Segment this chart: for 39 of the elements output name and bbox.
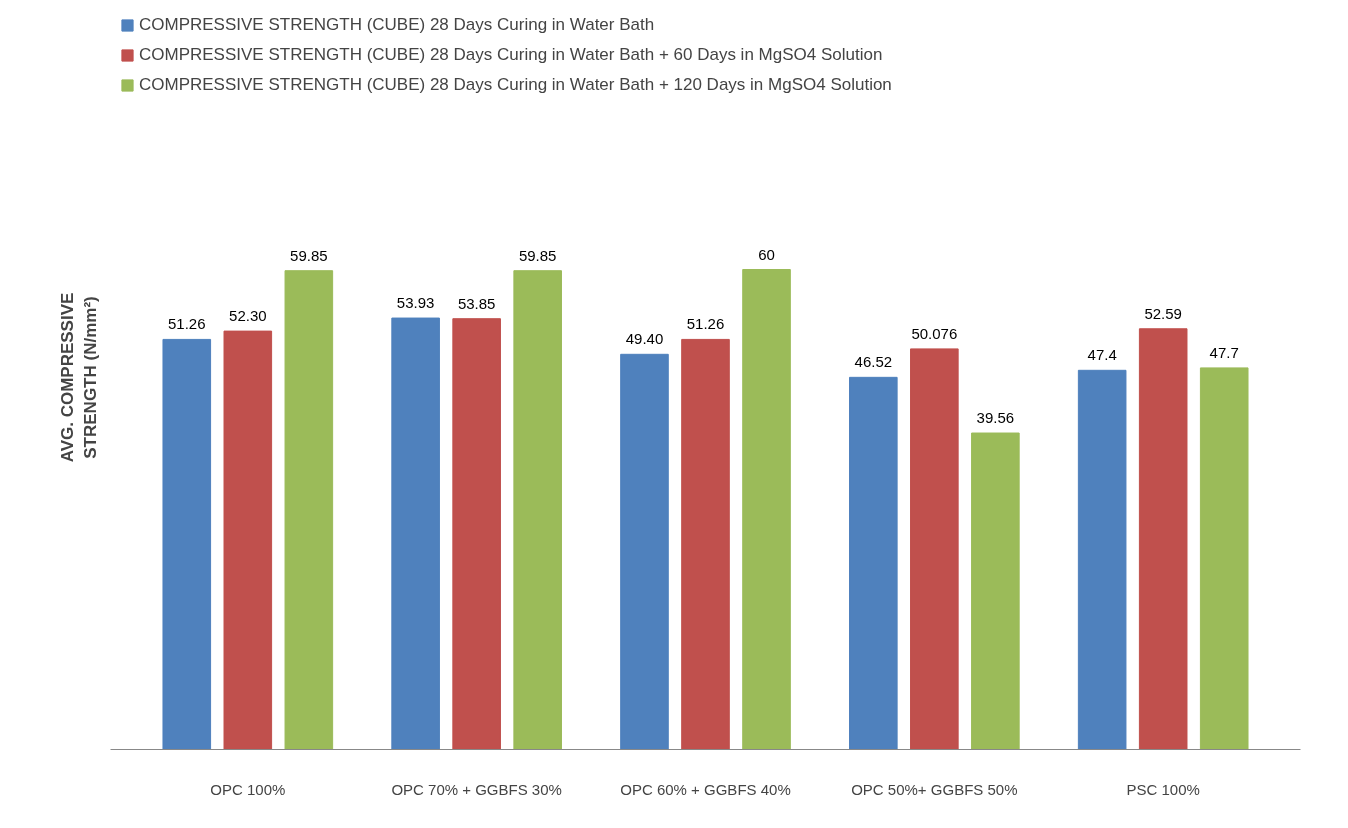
- bar: [1199, 367, 1249, 750]
- bar: [452, 318, 501, 750]
- bar: [162, 338, 212, 750]
- bar: [1077, 369, 1127, 750]
- data-label: 47.7: [1209, 343, 1239, 361]
- bar: [910, 348, 959, 750]
- bar: [849, 376, 898, 750]
- data-label: 52.59: [1144, 304, 1182, 322]
- data-label: 51.26: [168, 315, 206, 333]
- x-tick-label: OPC 100%: [210, 780, 286, 798]
- data-label: 52.30: [229, 307, 267, 325]
- data-label: 39.56: [976, 409, 1015, 427]
- bar: [1138, 328, 1188, 750]
- data-label: 59.85: [518, 246, 557, 264]
- bar: [742, 269, 791, 750]
- bar: [620, 353, 669, 750]
- legend-label: COMPRESSIVE STRENGTH (CUBE) 28 Days Curing in Water Bath + 60 Days in MgSO4 Solution: [139, 45, 883, 65]
- x-tick-label: OPC 60% + GGBFS 40%: [620, 780, 791, 798]
- x-tick-label: OPC 70% + GGBFS 30%: [391, 780, 562, 798]
- bar: [223, 330, 273, 750]
- bar: [391, 317, 440, 750]
- data-label: 59.85: [290, 246, 328, 264]
- legend-label: COMPRESSIVE STRENGTH (CUBE) 28 Days Curing in Water Bath: [139, 15, 655, 35]
- data-label: 51.26: [686, 315, 725, 333]
- data-label: 53.85: [457, 294, 496, 312]
- bar: [971, 432, 1020, 750]
- bar: [284, 270, 334, 750]
- data-label: 53.93: [396, 294, 435, 312]
- data-label: 50.076: [911, 324, 958, 342]
- y-axis-title: AVG. COMPRESSIVE STRENGTH (N/mm²): [57, 292, 100, 463]
- bar: [513, 270, 562, 750]
- x-tick-label: PSC 100%: [1126, 780, 1200, 798]
- data-label: 46.52: [854, 353, 893, 371]
- data-label: 60: [758, 245, 775, 263]
- data-label: 49.40: [625, 330, 664, 348]
- legend-label: COMPRESSIVE STRENGTH (CUBE) 28 Days Curing in Water Bath + 120 Days in MgSO4 Solution: [139, 75, 892, 95]
- bar: [681, 338, 730, 750]
- data-label: 47.4: [1087, 346, 1117, 364]
- x-tick-label: OPC 50%+ GGBFS 50%: [851, 780, 1018, 798]
